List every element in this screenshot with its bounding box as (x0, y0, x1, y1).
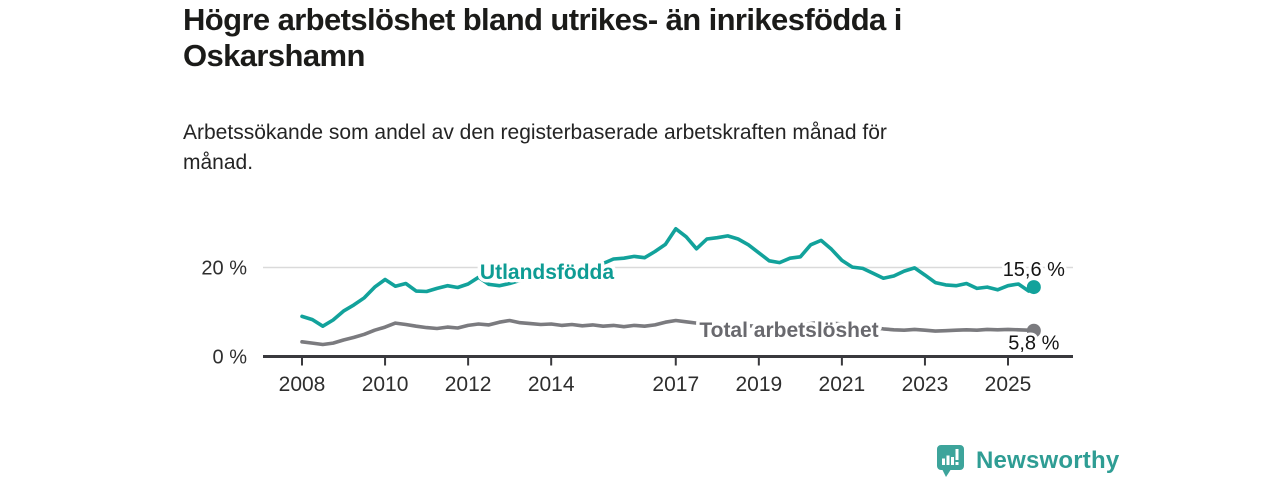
x-tick-label: 2025 (985, 373, 1032, 396)
exclamation-bar (955, 449, 959, 460)
chart-header: Högre arbetslöshet bland utrikes- än inr… (183, 2, 1083, 178)
chart-subtitle-line1: Arbetssökande som andel av den registerb… (183, 121, 887, 144)
end-value-label-total-arbetsloshet: 5,8 % (1008, 333, 1059, 355)
end-dot-utlandsfodda (1026, 280, 1041, 295)
x-tick-label: 2010 (362, 373, 409, 396)
series-label-utlandsfodda: Utlandsfödda (480, 261, 614, 284)
series-label-total-arbetsloshet: Total arbetslöshet (699, 319, 878, 342)
chart-subtitle-line2: månad. (183, 151, 254, 174)
y-tick-label: 20 % (201, 258, 247, 280)
exclamation-dot (955, 462, 959, 465)
brand-footer: Newsworthy (936, 444, 1119, 478)
x-tick-label: 2021 (819, 373, 866, 396)
y-tick-label: 0 % (213, 347, 248, 369)
newsworthy-logo-icon (937, 445, 964, 477)
x-tick-label: 2012 (445, 373, 492, 396)
series-line-utlandsfodda (300, 227, 1038, 329)
bar-chart-glyph (942, 449, 959, 465)
chart-title: Högre arbetslöshet bland utrikes- än inr… (183, 2, 1083, 74)
x-tick-label: 2008 (279, 373, 326, 396)
end-dot-total-arbetsloshet (1026, 323, 1041, 338)
chart-title-line2: Oskarshamn (183, 38, 365, 73)
chart-subtitle: Arbetssökande som andel av den registerb… (183, 118, 1083, 178)
end-value-label-utlandsfodda: 15,6 % (1003, 259, 1065, 281)
x-tick-label: 2019 (735, 373, 782, 396)
x-tick-label: 2017 (652, 373, 699, 396)
speech-bubble-shape (937, 445, 964, 477)
series-line-total-arbetsloshet (300, 318, 1038, 347)
x-tick-label: 2023 (902, 373, 949, 396)
brand-name: Newsworthy (976, 447, 1120, 474)
chart-title-line1: Högre arbetslöshet bland utrikes- än inr… (183, 2, 902, 37)
x-tick-label: 2014 (528, 373, 575, 396)
